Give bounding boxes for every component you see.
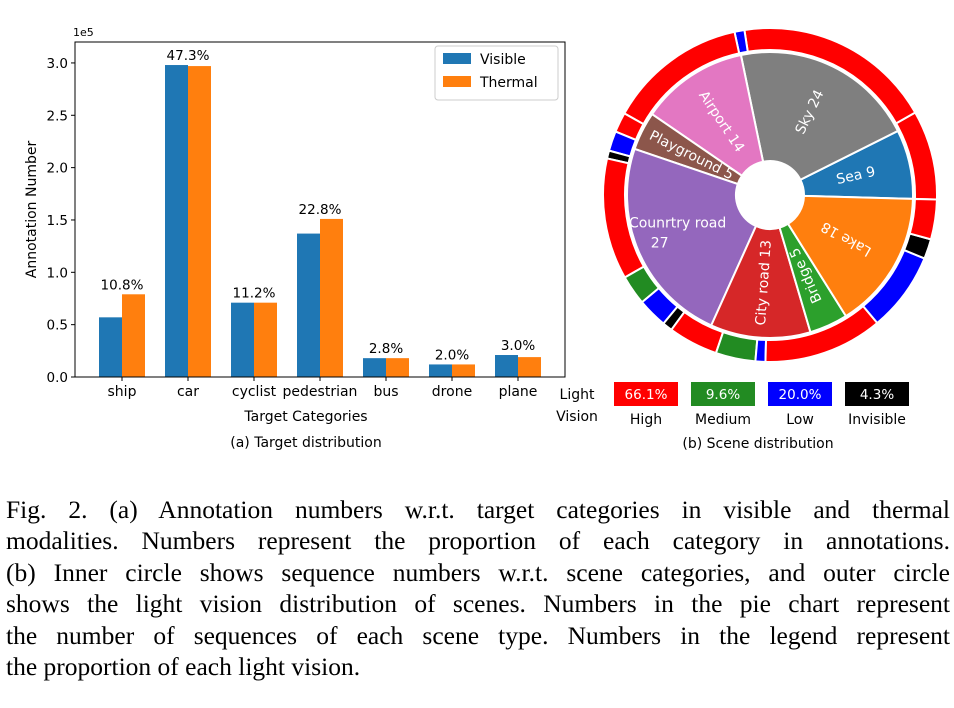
bar-drone-thermal xyxy=(452,364,475,377)
legend-swatch-medium xyxy=(691,382,755,406)
x-axis-label: Target Categories xyxy=(243,409,367,425)
bar-bus-visible xyxy=(363,358,386,377)
figure-caption: Fig. 2. (a) Annotation numbers w.r.t. ta… xyxy=(6,494,950,682)
caption-line: shows the light vision distribution of s… xyxy=(6,589,950,619)
legend: Visible Thermal xyxy=(434,45,559,101)
x-tick-label: car xyxy=(177,384,199,400)
y-tick-label: 1.5 xyxy=(47,213,68,229)
caption-line: the proportion of each light vision. xyxy=(6,652,361,682)
panel-label: (a) Target distribution xyxy=(230,435,382,451)
caption-line: the number of sequences of each scene ty… xyxy=(6,620,950,650)
pie-slice-airport xyxy=(650,53,765,178)
pie-slice-sky xyxy=(739,51,900,182)
x-tick-label: bus xyxy=(373,384,398,400)
data-label: 22.8% xyxy=(299,202,342,218)
x-tick-label: ship xyxy=(108,384,137,400)
legend-pct: 20.0% xyxy=(779,387,822,403)
x-tick-label: plane xyxy=(499,384,538,400)
x-tick-label: pedestrian xyxy=(283,384,358,400)
bar-bus-thermal xyxy=(386,358,409,377)
legend-swatch-low xyxy=(768,382,832,406)
plot-frame xyxy=(74,41,566,378)
figure: 10.8% ship 47.3% car 11.2% cyclist 22.8% pedest… xyxy=(24,26,938,452)
y-tick-label: 2.0 xyxy=(47,161,68,177)
data-label: 11.2% xyxy=(233,286,276,302)
legend-swatch xyxy=(443,76,471,87)
x-tick-label: cyclist xyxy=(232,384,277,400)
y-axis-label: Annotation Number xyxy=(24,141,40,279)
y-tick-label: 2.5 xyxy=(47,108,68,124)
ring-segment-high xyxy=(908,197,938,241)
light-vision-legend: Light Vision 66.1% High 9.6% Medium 20.0% Low 4.… xyxy=(556,382,909,428)
legend-pct: 9.6% xyxy=(706,387,740,403)
y-tick-label: 0.5 xyxy=(47,318,68,334)
slice-label: Counrtry road 27 xyxy=(629,216,726,252)
legend-swatch-invisible xyxy=(845,382,909,406)
legend-level: High xyxy=(630,412,662,428)
panel-label: (b) Scene distribution xyxy=(682,436,833,452)
legend-level: Low xyxy=(786,412,814,428)
pie-slice-counrtry-road xyxy=(626,147,758,327)
y-tick-label: 1.0 xyxy=(47,265,68,281)
pie-slice-lake xyxy=(786,194,914,318)
legend-swatch xyxy=(443,53,471,64)
bar-pedestrian-visible xyxy=(297,233,320,377)
bar-cyclist-thermal xyxy=(254,302,277,377)
legend-title: Vision xyxy=(556,409,598,425)
legend-title: Light xyxy=(560,387,595,403)
slice-label-name: Counrtry road xyxy=(629,216,726,232)
y-tick-label: 3.0 xyxy=(47,56,68,72)
bar-plane-visible xyxy=(495,355,518,377)
data-label: 2.8% xyxy=(369,341,403,357)
x-tick-label: drone xyxy=(432,384,472,400)
bar-cyclist-visible xyxy=(231,302,254,377)
legend-entry: Visible xyxy=(480,52,526,68)
ring-segment-low xyxy=(754,338,768,363)
bar-ship-thermal xyxy=(122,294,145,377)
caption-line: (b) Inner circle shows sequence numbers … xyxy=(6,557,950,587)
y-tick-label: 0.0 xyxy=(47,370,68,386)
data-label: 10.8% xyxy=(101,277,144,293)
data-label: 3.0% xyxy=(501,338,535,354)
legend-pct: 66.1% xyxy=(625,387,668,403)
legend-level: Invisible xyxy=(848,412,906,428)
data-label: 2.0% xyxy=(435,347,469,363)
caption-line: Fig. 2. (a) Annotation numbers w.r.t. ta… xyxy=(6,495,950,524)
caption-line: modalities. Numbers represent the propor… xyxy=(6,526,950,556)
bar-pedestrian-thermal xyxy=(320,218,343,377)
legend-entry: Thermal xyxy=(479,75,538,91)
bar-plane-thermal xyxy=(518,357,541,377)
data-label: 47.3% xyxy=(167,48,210,64)
y-offset-text: 1e5 xyxy=(73,26,94,39)
legend-swatch-high xyxy=(614,382,678,406)
slice-label-value: 27 xyxy=(651,236,669,252)
slice-label: City road 13 xyxy=(753,240,775,327)
legend-pct: 4.3% xyxy=(860,387,894,403)
bar-chart: 10.8% ship 47.3% car 11.2% cyclist 22.8% pedest… xyxy=(24,26,566,451)
pie-slice-city-road xyxy=(709,224,812,339)
legend-level: Medium xyxy=(695,412,751,428)
bar-ship-visible xyxy=(99,317,122,377)
bar-car-thermal xyxy=(188,66,211,377)
bar-car-visible xyxy=(165,65,188,377)
bar-drone-visible xyxy=(429,364,452,377)
